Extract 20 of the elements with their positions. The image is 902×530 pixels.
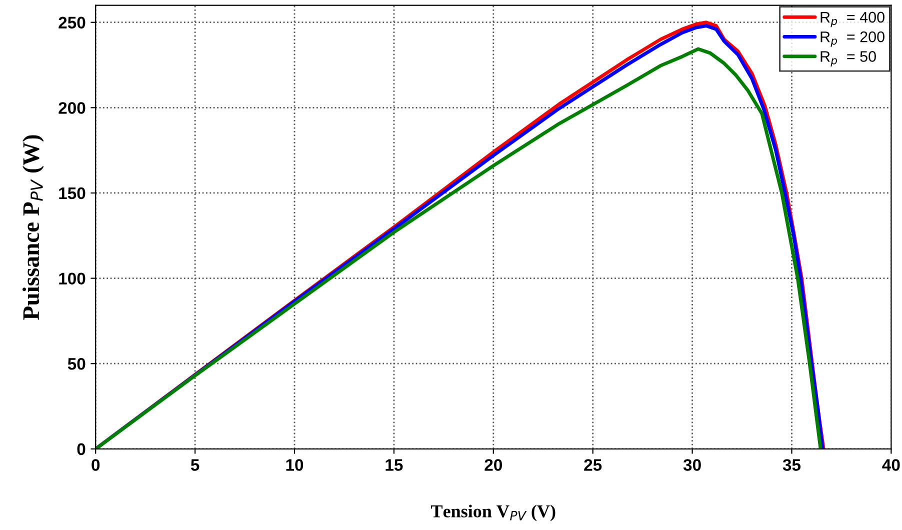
x-tick-label: 40 <box>882 459 900 471</box>
x-tick-label: 20 <box>484 459 502 471</box>
x-tick-label: 0 <box>92 459 100 471</box>
y-tick-label: 0 <box>77 443 86 456</box>
x-tick-label: 15 <box>386 459 403 471</box>
x-tick-label: 35 <box>782 459 801 471</box>
x-tick-label: 25 <box>584 459 602 471</box>
legend-label: R$_{p}$ = 50 <box>820 51 876 66</box>
y-axis-title: Puissance P$_{PV}$ (W) <box>22 135 44 320</box>
x-axis-title: Tension V$_{PV}$ (V) <box>431 504 556 522</box>
y-tick-label: 250 <box>58 16 86 29</box>
y-tick-label: 100 <box>59 272 86 284</box>
y-tick-label: 150 <box>59 187 86 200</box>
x-tick-label: 30 <box>683 459 701 471</box>
legend-label: R$_{p}$ = 400 <box>820 12 884 28</box>
y-tick-label: 200 <box>58 102 86 114</box>
x-tick-label: 10 <box>286 459 304 471</box>
legend-label: R$_{p}$ = 200 <box>820 31 884 47</box>
y-tick-label: 50 <box>68 358 86 370</box>
x-tick-label: 5 <box>190 459 200 471</box>
